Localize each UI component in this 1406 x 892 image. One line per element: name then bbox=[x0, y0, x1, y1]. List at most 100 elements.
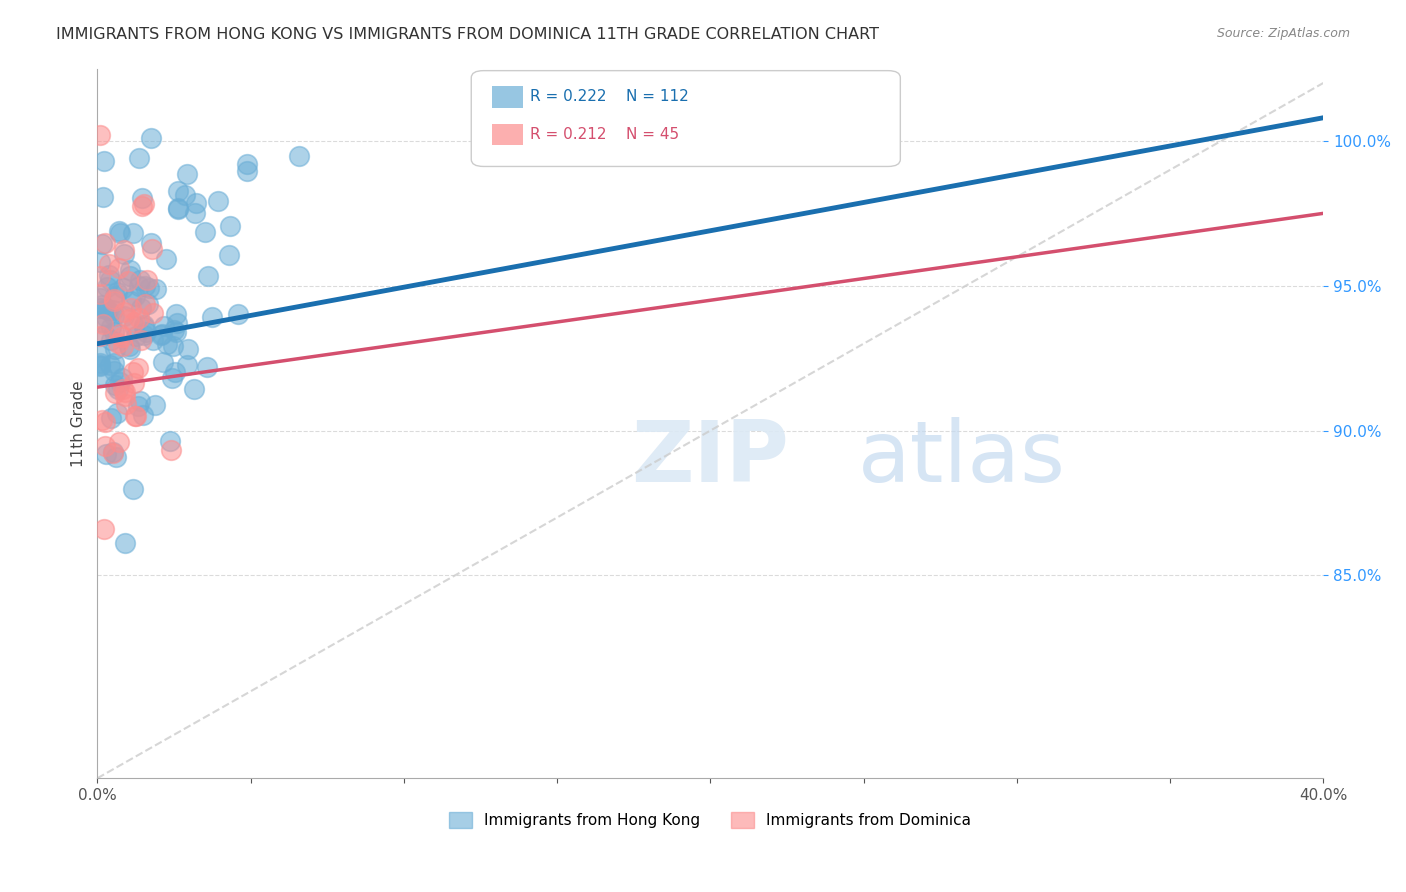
Immigrants from Hong Kong bbox=[96, 303, 118, 318]
Immigrants from Hong Kong bbox=[139, 131, 162, 145]
Immigrants from Hong Kong bbox=[100, 320, 122, 334]
Immigrants from Dominica bbox=[122, 315, 145, 329]
Immigrants from Dominica bbox=[115, 397, 138, 411]
Immigrants from Hong Kong bbox=[638, 128, 661, 143]
Immigrants from Hong Kong bbox=[197, 269, 219, 284]
Immigrants from Dominica bbox=[124, 409, 146, 423]
Immigrants from Hong Kong bbox=[98, 268, 121, 283]
Immigrants from Dominica bbox=[159, 442, 181, 457]
Immigrants from Hong Kong bbox=[159, 434, 181, 449]
Immigrants from Hong Kong bbox=[110, 226, 132, 240]
Immigrants from Hong Kong bbox=[104, 343, 127, 357]
Immigrants from Hong Kong bbox=[236, 163, 259, 178]
Immigrants from Hong Kong bbox=[160, 371, 183, 385]
Immigrants from Hong Kong bbox=[90, 298, 112, 312]
Immigrants from Hong Kong bbox=[226, 307, 249, 321]
Immigrants from Hong Kong bbox=[114, 536, 136, 550]
Immigrants from Dominica bbox=[134, 297, 156, 311]
Immigrants from Hong Kong bbox=[177, 343, 200, 357]
Immigrants from Dominica bbox=[114, 384, 136, 399]
Immigrants from Hong Kong bbox=[167, 184, 190, 198]
Immigrants from Hong Kong bbox=[128, 393, 150, 408]
Immigrants from Dominica bbox=[112, 305, 135, 319]
Immigrants from Hong Kong bbox=[166, 317, 188, 331]
Immigrants from Hong Kong bbox=[103, 364, 125, 378]
Immigrants from Hong Kong bbox=[166, 307, 188, 321]
Immigrants from Hong Kong bbox=[193, 226, 215, 240]
Immigrants from Dominica bbox=[89, 128, 111, 143]
Immigrants from Hong Kong bbox=[127, 399, 149, 413]
Immigrants from Dominica bbox=[141, 242, 163, 256]
Immigrants from Dominica bbox=[111, 330, 134, 344]
Immigrants from Hong Kong bbox=[163, 365, 186, 379]
Immigrants from Dominica bbox=[104, 386, 127, 401]
Text: atlas: atlas bbox=[858, 417, 1066, 500]
Immigrants from Hong Kong bbox=[121, 482, 143, 496]
Immigrants from Hong Kong bbox=[166, 201, 188, 215]
Legend: Immigrants from Hong Kong, Immigrants from Dominica: Immigrants from Hong Kong, Immigrants fr… bbox=[443, 806, 977, 834]
Immigrants from Hong Kong bbox=[103, 356, 125, 370]
Immigrants from Hong Kong bbox=[174, 187, 197, 202]
Immigrants from Dominica bbox=[117, 274, 139, 288]
Immigrants from Hong Kong bbox=[165, 325, 187, 339]
Immigrants from Dominica bbox=[131, 333, 153, 347]
Immigrants from Dominica bbox=[94, 439, 117, 453]
Immigrants from Hong Kong bbox=[122, 318, 145, 333]
Immigrants from Hong Kong bbox=[155, 252, 177, 266]
Immigrants from Hong Kong bbox=[167, 202, 190, 216]
FancyBboxPatch shape bbox=[471, 70, 900, 167]
Immigrants from Hong Kong bbox=[162, 338, 184, 352]
Immigrants from Hong Kong bbox=[103, 303, 125, 318]
Immigrants from Hong Kong bbox=[131, 409, 153, 423]
Immigrants from Hong Kong bbox=[141, 236, 163, 251]
Immigrants from Hong Kong bbox=[90, 237, 112, 252]
Immigrants from Hong Kong bbox=[143, 398, 166, 412]
Immigrants from Hong Kong bbox=[98, 272, 121, 286]
Immigrants from Dominica bbox=[98, 257, 121, 271]
Immigrants from Hong Kong bbox=[218, 247, 240, 261]
Immigrants from Hong Kong bbox=[128, 278, 150, 293]
Immigrants from Dominica bbox=[101, 446, 124, 460]
Immigrants from Hong Kong bbox=[93, 154, 115, 169]
Immigrants from Hong Kong bbox=[138, 281, 160, 295]
Immigrants from Hong Kong bbox=[135, 325, 157, 339]
Immigrants from Hong Kong bbox=[103, 310, 125, 324]
Immigrants from Dominica bbox=[135, 273, 157, 287]
Immigrants from Dominica bbox=[103, 292, 125, 306]
Immigrants from Hong Kong bbox=[112, 309, 135, 323]
Text: IMMIGRANTS FROM HONG KONG VS IMMIGRANTS FROM DOMINICA 11TH GRADE CORRELATION CHA: IMMIGRANTS FROM HONG KONG VS IMMIGRANTS … bbox=[56, 27, 879, 42]
Immigrants from Hong Kong bbox=[124, 289, 146, 303]
Immigrants from Hong Kong bbox=[94, 301, 117, 316]
Immigrants from Hong Kong bbox=[104, 378, 127, 392]
Immigrants from Dominica bbox=[112, 382, 135, 396]
Immigrants from Hong Kong bbox=[176, 167, 198, 181]
Immigrants from Hong Kong bbox=[149, 328, 172, 343]
Immigrants from Hong Kong bbox=[89, 348, 111, 362]
Immigrants from Dominica bbox=[142, 306, 165, 320]
Immigrants from Hong Kong bbox=[155, 337, 177, 351]
Immigrants from Hong Kong bbox=[186, 196, 208, 211]
Immigrants from Hong Kong bbox=[89, 291, 111, 305]
Immigrants from Dominica bbox=[125, 409, 148, 423]
Immigrants from Hong Kong bbox=[105, 406, 128, 420]
Immigrants from Hong Kong bbox=[104, 289, 127, 303]
Immigrants from Dominica bbox=[89, 269, 111, 284]
Immigrants from Hong Kong bbox=[112, 247, 135, 261]
Immigrants from Hong Kong bbox=[90, 315, 112, 329]
Immigrants from Hong Kong bbox=[118, 339, 141, 353]
Immigrants from Hong Kong bbox=[207, 194, 229, 208]
Immigrants from Hong Kong bbox=[132, 328, 155, 343]
Immigrants from Dominica bbox=[131, 199, 153, 213]
Immigrants from Hong Kong bbox=[103, 325, 125, 339]
Immigrants from Hong Kong bbox=[136, 297, 159, 311]
Immigrants from Hong Kong bbox=[108, 375, 131, 389]
Immigrants from Hong Kong bbox=[122, 226, 145, 240]
Immigrants from Hong Kong bbox=[89, 255, 111, 269]
Immigrants from Hong Kong bbox=[201, 310, 224, 325]
Immigrants from Hong Kong bbox=[111, 371, 134, 385]
Immigrants from Hong Kong bbox=[131, 191, 153, 205]
Immigrants from Hong Kong bbox=[100, 410, 122, 425]
Immigrants from Dominica bbox=[93, 522, 115, 536]
Immigrants from Hong Kong bbox=[112, 280, 135, 294]
Immigrants from Hong Kong bbox=[89, 358, 111, 372]
